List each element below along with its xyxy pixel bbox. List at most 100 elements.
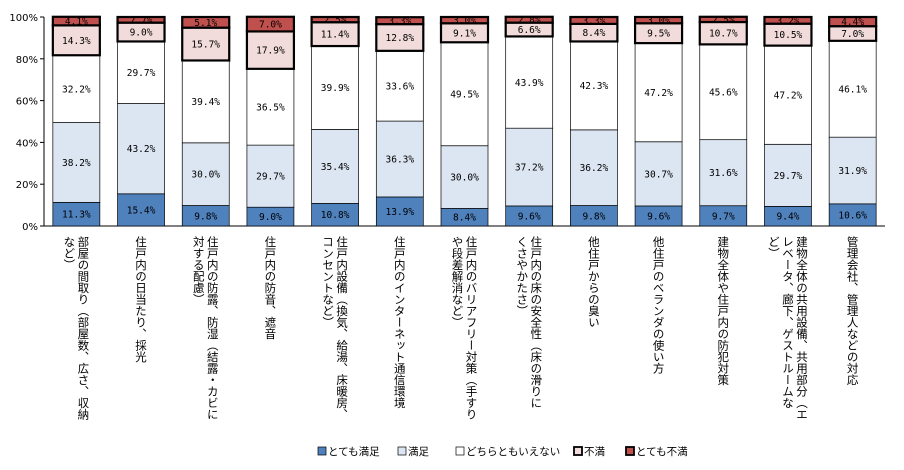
bar-segment	[375, 16, 425, 26]
data-label: 8.4%	[453, 213, 476, 224]
bar-segment	[439, 15, 490, 25]
data-label: 29.7%	[774, 171, 803, 182]
category-label: 住戸内のインターネット通信環境	[393, 235, 407, 408]
bar-segment	[763, 15, 813, 25]
bar-segment	[634, 141, 683, 207]
bars: 11.3% 38.2% 32.2% 14.3% 4.1% 15.4% 43.2% 29.7% 9…	[51, 15, 878, 227]
category-label-line: 住戸内の防露、防湿（結露・カビに	[206, 235, 220, 420]
data-label: 3.0%	[453, 16, 476, 27]
bar-segment	[117, 103, 165, 195]
bar-segment	[699, 44, 748, 141]
category-label-line: 住戸内のバリアフリー対策（手すり	[465, 235, 479, 420]
bar-segment	[698, 15, 748, 24]
y-tick-label: 0%	[22, 222, 38, 233]
category-label-line: 建物全体の共用設備、共用部分（エ	[795, 235, 809, 420]
bar-segment	[764, 143, 812, 207]
data-label: 7.0%	[259, 20, 282, 31]
data-label: 9.5%	[647, 29, 670, 40]
legend-label: 不満	[584, 446, 605, 458]
data-label: 37.2%	[515, 163, 544, 174]
category-label-line: ど）	[767, 236, 781, 259]
data-label: 3.3%	[388, 16, 411, 27]
data-label: 9.8%	[582, 211, 605, 222]
bar-segment	[505, 127, 554, 207]
category-label-line: レベータ、廊下、ゲストルームな	[781, 236, 795, 409]
data-label: 35.4%	[321, 162, 350, 173]
y-tick-label: 100%	[9, 13, 38, 24]
category-label: 他住戸のベランダの使い方	[652, 236, 666, 374]
data-label: 31.9%	[838, 166, 867, 177]
bar-segment	[828, 40, 877, 138]
y-tick-label: 80%	[16, 55, 38, 66]
data-label: 31.6%	[709, 168, 738, 179]
data-label: 13.9%	[386, 207, 415, 218]
data-label: 9.0%	[259, 212, 282, 223]
legend-label: とても不満	[636, 446, 688, 458]
bar-segment	[117, 193, 165, 227]
category-label-line: や段差解消など）	[451, 236, 465, 328]
category-label: 住戸内の防音、遮音	[263, 235, 277, 340]
bar-segment	[764, 45, 812, 145]
data-label: 2.5%	[712, 15, 735, 26]
data-label: 32.2%	[62, 84, 91, 95]
bar-segment	[246, 144, 295, 208]
category-label-line: 住戸内の床の安全性（床の滑りに	[529, 235, 543, 408]
category-label-line: 他住戸のベランダの使い方	[652, 236, 666, 374]
category-label-line: くさやかたさ）	[515, 236, 529, 317]
data-label: 7.0%	[841, 29, 864, 40]
bar-segment	[440, 41, 489, 147]
category-label: 住戸内設備（換気、給湯、床暖房、コンセントなど）	[321, 235, 349, 420]
data-label: 36.3%	[386, 155, 415, 166]
category-label: 管理会社、管理人などの対応	[846, 235, 860, 386]
category-label: 建物全体や住戸内の防犯対策	[716, 235, 730, 385]
data-label: 11.4%	[321, 30, 350, 41]
data-label: 9.7%	[712, 211, 735, 222]
data-label: 46.1%	[838, 85, 867, 96]
bar-segment	[181, 26, 231, 62]
category-label-line: 対する配慮）	[192, 235, 206, 305]
bar-segment	[375, 50, 424, 122]
data-label: 4.1%	[65, 17, 88, 28]
bar-segment	[570, 129, 618, 206]
data-label: 3.0%	[647, 16, 670, 27]
bar-segment	[828, 15, 878, 28]
data-label: 43.2%	[127, 144, 156, 155]
data-label: 42.3%	[580, 81, 609, 92]
y-tick-label: 40%	[16, 138, 38, 149]
data-label: 39.9%	[321, 83, 350, 94]
data-label: 2.5%	[324, 15, 347, 26]
bar-segment	[116, 15, 166, 24]
category-label-line: 住戸内設備（換気、給湯、床暖房、	[335, 235, 349, 420]
bar-segment	[181, 60, 230, 144]
data-label: 47.2%	[774, 90, 803, 101]
data-label: 9.6%	[518, 211, 541, 222]
bar-segment	[245, 15, 296, 33]
legend-swatch	[455, 446, 465, 456]
category-label-line: 住戸内の防音、遮音	[263, 235, 277, 340]
y-tick-label: 60%	[16, 97, 38, 108]
data-label: 30.0%	[450, 173, 479, 184]
data-label: 29.7%	[256, 172, 285, 183]
bar-segment	[570, 41, 618, 131]
bar-segment	[569, 15, 619, 25]
bar-segment	[311, 45, 359, 130]
data-label: 10.8%	[321, 210, 350, 221]
data-label: 2.7%	[130, 15, 153, 26]
category-label-line: コンセントなど）	[321, 236, 335, 328]
data-label: 47.2%	[644, 88, 673, 99]
bar-segment	[633, 15, 684, 25]
bar-segment	[246, 68, 295, 146]
data-label: 12.8%	[386, 33, 415, 44]
category-label-line: など）	[62, 236, 76, 271]
category-label-line: 他住戸からの臭い	[587, 236, 601, 328]
data-label: 10.6%	[838, 210, 867, 221]
legend-label: どちらともいえない	[466, 446, 560, 458]
legend-swatch	[573, 446, 583, 456]
data-label: 9.4%	[777, 212, 800, 223]
data-label: 9.0%	[130, 28, 153, 39]
data-label: 33.6%	[386, 81, 415, 92]
data-label: 15.7%	[191, 40, 220, 51]
data-label: 36.5%	[256, 102, 285, 113]
